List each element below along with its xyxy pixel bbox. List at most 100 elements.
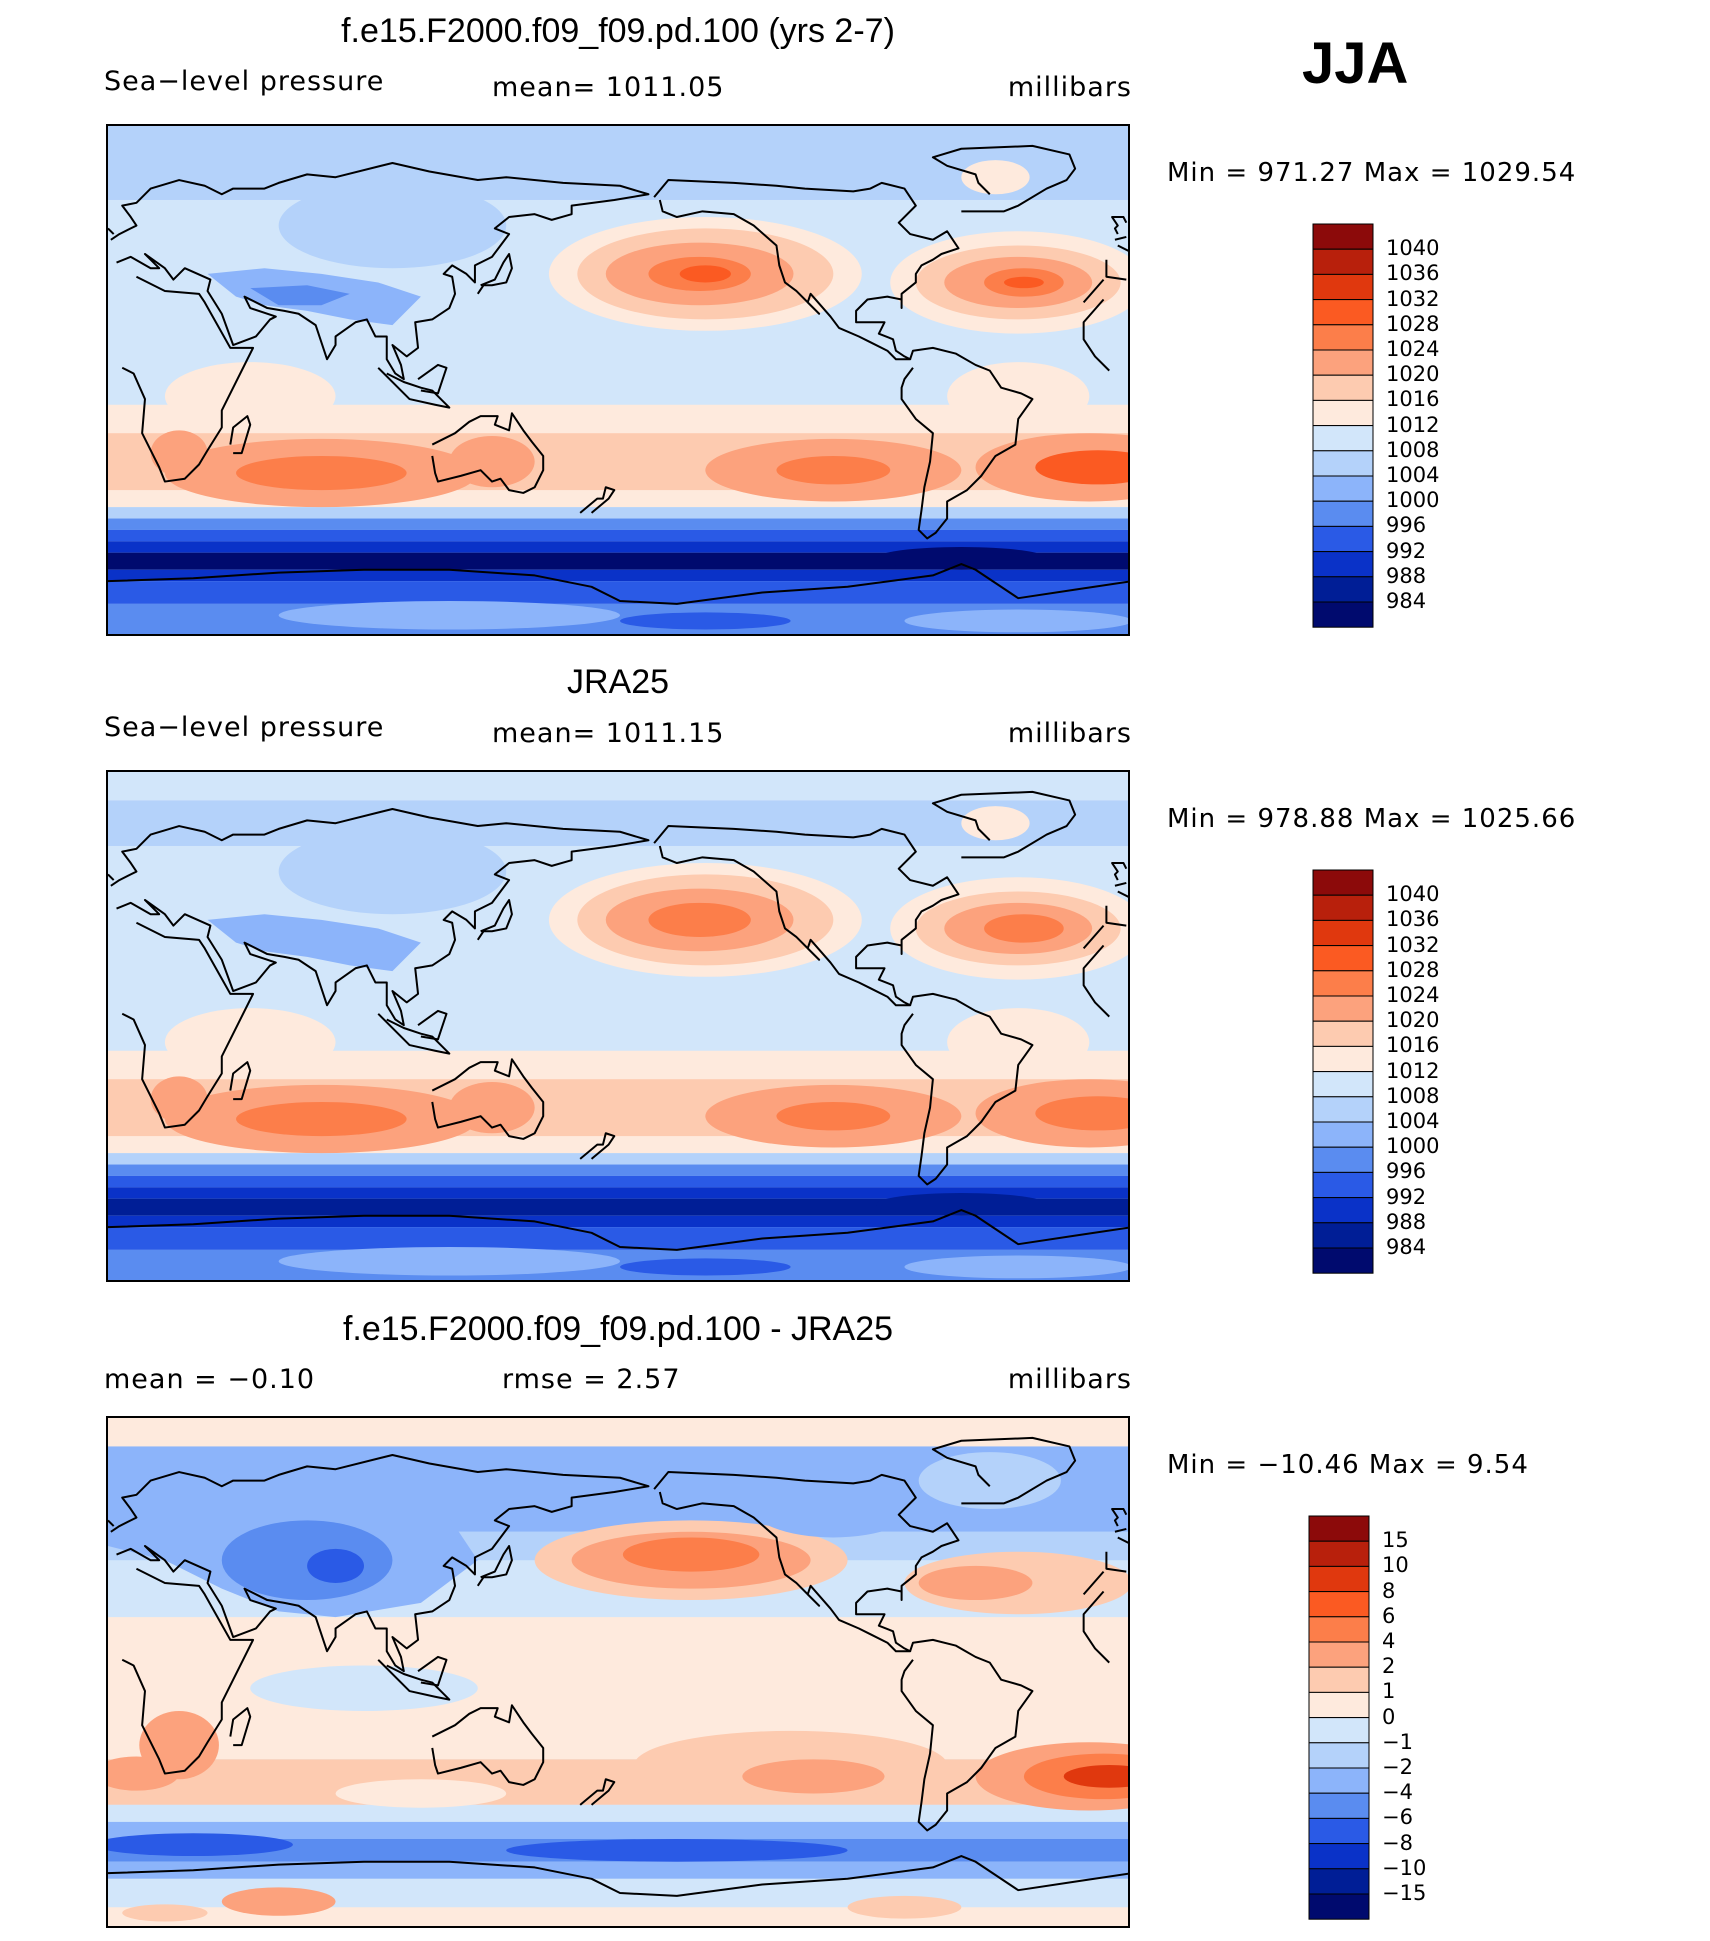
pressure-contour	[307, 1548, 364, 1583]
colorbar-tick-label: 996	[1386, 513, 1427, 538]
coastline-greenland	[931, 144, 1077, 213]
pressure-contour	[622, 1537, 760, 1572]
coastline-eurasia	[1105, 259, 1127, 281]
colorbar-segment	[1312, 1222, 1374, 1249]
coastline-nz	[579, 1778, 616, 1806]
panel-2-minmax: Min = 978.88 Max = 1025.66	[1167, 804, 1577, 834]
colorbar-tick-label: 1000	[1386, 488, 1440, 513]
coastline-indonesia	[377, 1659, 451, 1701]
colorbar-segment	[1312, 970, 1374, 997]
pressure-contour	[150, 1076, 208, 1122]
pressure-contour	[278, 828, 507, 915]
pressure-contour	[620, 1258, 791, 1276]
colorbar-tick-label: 1012	[1386, 412, 1440, 437]
colorbar-segment	[1312, 1121, 1374, 1148]
coastline-samerica	[900, 346, 1034, 540]
colorbar-segment	[1312, 525, 1374, 553]
coastline-namerica	[653, 1471, 960, 1653]
pressure-band	[108, 529, 1128, 542]
pressure-contour	[876, 546, 1047, 570]
pressure-contour	[122, 1904, 208, 1922]
coastline-uk	[108, 1519, 115, 1527]
panel-1-minmax: Min = 971.27 Max = 1029.54	[1167, 158, 1577, 188]
colorbar-segment	[1312, 374, 1374, 401]
panel-1-map-svg	[108, 126, 1128, 634]
coastline-eurasia	[1117, 890, 1128, 898]
coastline-antarctica	[108, 1855, 1128, 1897]
coastline-japan	[476, 253, 513, 295]
pressure-contour	[221, 1520, 393, 1601]
pressure-contour	[506, 1838, 848, 1862]
coastline-eurasia	[1105, 905, 1127, 927]
coastline-samerica	[900, 1638, 1034, 1832]
colorbar-segment	[1312, 894, 1374, 921]
colorbar-segment	[1312, 223, 1374, 250]
colorbar-segment	[1308, 1742, 1370, 1769]
colorbar-tick-label: 1028	[1386, 957, 1440, 982]
coastline-africa	[121, 1567, 255, 1775]
pressure-band	[108, 569, 1128, 582]
coastline-africa	[1082, 924, 1105, 950]
panel-3-mean-label: mean = −0.10	[104, 1364, 316, 1395]
pressure-contour	[918, 1565, 1033, 1601]
coastline-australia	[431, 412, 545, 494]
colorbar-segment	[1312, 299, 1374, 326]
colorbar-tick-label: −4	[1382, 1780, 1413, 1805]
pressure-band	[108, 581, 1128, 604]
coastline-africa	[1082, 278, 1105, 304]
pressure-contour	[250, 285, 350, 306]
pressure-contour	[947, 1008, 1090, 1077]
pressure-contour	[335, 1779, 507, 1808]
coastline-japan	[476, 1545, 513, 1587]
coastline-eurasia	[1117, 1536, 1128, 1544]
pressure-contour	[449, 1082, 535, 1134]
colorbar-tick-label: 10	[1382, 1553, 1409, 1578]
colorbar-tick-label: −2	[1382, 1755, 1413, 1779]
pressure-contour	[278, 601, 620, 630]
coastline-australia	[431, 1704, 545, 1786]
colorbar-tick-label: 1016	[1386, 1033, 1440, 1058]
colorbar-segment	[1308, 1641, 1370, 1668]
pressure-contour	[1063, 1765, 1128, 1788]
colorbar-tick-label: 1040	[1386, 236, 1440, 261]
panel-2-mean-label: mean= 1011.15	[492, 718, 725, 749]
coastline-africa	[1082, 1590, 1110, 1664]
colorbar-tick-label: 992	[1386, 538, 1427, 563]
coastline-uk	[108, 873, 115, 881]
pressure-band	[108, 800, 1128, 846]
pressure-band	[108, 1175, 1128, 1188]
colorbar-tick-label: 1032	[1386, 286, 1440, 311]
panel-3-rmse-label: rmse = 2.57	[502, 1364, 681, 1395]
pressure-contour	[250, 931, 350, 952]
panel-3-map-svg	[108, 1418, 1128, 1926]
colorbar-segment	[1308, 1591, 1370, 1618]
colorbar-tick-label: 992	[1386, 1184, 1427, 1209]
pressure-contour	[748, 1469, 919, 1538]
coastline-eurasia	[110, 161, 650, 381]
colorbar-segment	[1308, 1666, 1370, 1693]
colorbar-tick-label: −15	[1382, 1881, 1427, 1905]
pressure-band	[108, 1804, 1128, 1822]
pressure-contour	[278, 182, 507, 269]
colorbar-tick-label: −1	[1382, 1729, 1413, 1754]
pressure-contour	[876, 1192, 1047, 1216]
coastline-africa	[121, 921, 255, 1129]
colorbar-segment	[1312, 945, 1374, 972]
pressure-band	[108, 154, 1128, 200]
coastline-uk	[1111, 216, 1128, 235]
colorbar-tick-label: 1024	[1386, 337, 1440, 361]
colorbar-segment	[1312, 551, 1374, 578]
colorbar-segment	[1312, 273, 1374, 301]
colorbar-segment	[1312, 1045, 1374, 1073]
panel-3-minmax: Min = −10.46 Max = 9.54	[1167, 1450, 1529, 1480]
coastlines	[108, 144, 1128, 605]
coastline-antarctica	[108, 1209, 1128, 1251]
pressure-contour	[984, 914, 1064, 943]
panel-3-map	[106, 1416, 1130, 1928]
colorbar-segment	[1308, 1540, 1370, 1567]
colorbar-tick-label: 6	[1382, 1603, 1396, 1628]
colorbar-segment	[1308, 1868, 1370, 1895]
panel-3-colorbar: 15 10 8 6 4 2 1 0 −1 −2 −4 −6 −8 −10 −15	[1308, 1515, 1468, 1922]
pressure-contour	[847, 1895, 962, 1919]
colorbar-segment	[1312, 1171, 1374, 1199]
